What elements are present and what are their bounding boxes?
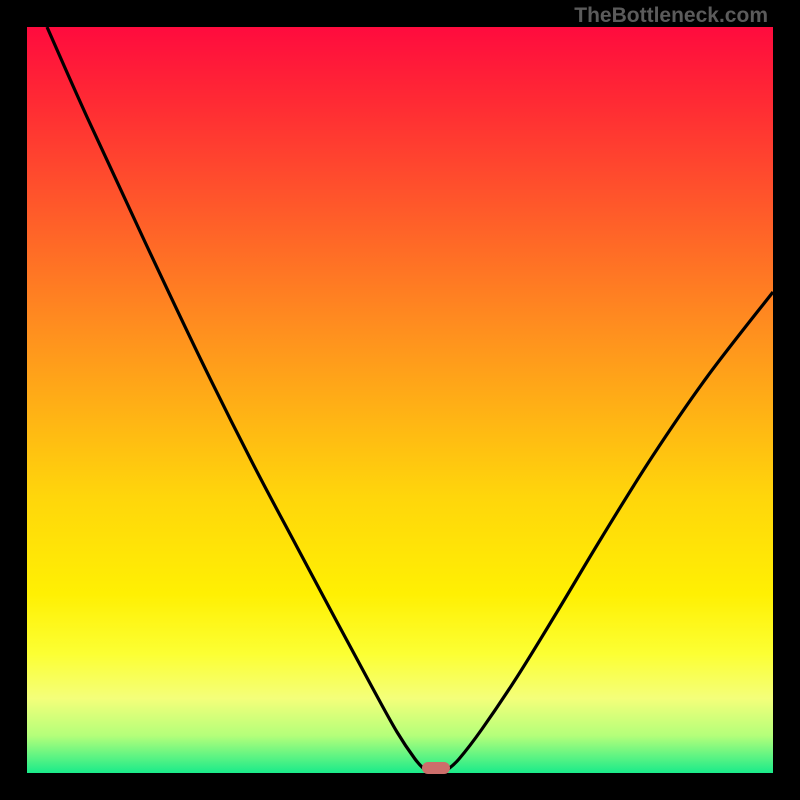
bottleneck-curve	[27, 27, 773, 773]
curve-left-branch	[47, 27, 425, 770]
curve-right-branch	[447, 292, 773, 770]
minimum-marker	[422, 762, 450, 774]
chart-frame: TheBottleneck.com	[0, 0, 800, 800]
source-watermark: TheBottleneck.com	[574, 4, 768, 28]
plot-area	[27, 27, 773, 773]
